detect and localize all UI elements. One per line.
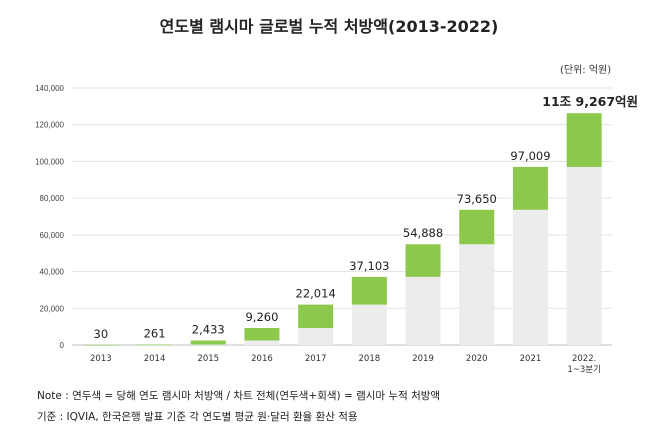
- x-tick-label: 2015: [197, 354, 219, 364]
- bar-segment-previous-cumulative: [512, 209, 548, 345]
- x-tick-label: 2018: [359, 354, 381, 364]
- unit-label: (단위: 억원): [560, 65, 612, 76]
- chart-title: 연도별 램시마 글로벌 누적 처방액(2013-2022): [159, 17, 499, 36]
- bar-segment-previous-cumulative: [298, 328, 334, 345]
- bar-segment-current-year: [405, 244, 441, 277]
- data-label: 30: [94, 327, 109, 341]
- bar-segment-previous-cumulative: [351, 304, 387, 345]
- bar-segment-current-year: [298, 304, 334, 329]
- x-tick-label: 2016: [251, 354, 273, 364]
- bar-segment-current-year: [459, 209, 495, 245]
- data-label: 54,888: [403, 226, 443, 240]
- bar-segment-current-year: [566, 113, 602, 167]
- data-label: 73,650: [457, 192, 497, 206]
- x-tick-label: 2017: [305, 354, 327, 364]
- bar-segment-current-year: [512, 166, 548, 210]
- note-legend: Note : 연두색 = 당해 연도 램시마 처방액 / 차트 전체(연두색+회…: [37, 390, 441, 402]
- data-label: 37,103: [349, 259, 389, 273]
- y-tick-label: 120,000: [35, 121, 64, 130]
- x-tick-label: 2013: [90, 354, 112, 364]
- bar-segment-previous-cumulative: [459, 244, 495, 345]
- x-tick-label: 2014: [144, 354, 166, 364]
- data-label: 2,433: [192, 323, 225, 337]
- data-label: 9,260: [245, 310, 278, 324]
- data-label: 97,009: [510, 149, 550, 163]
- x-tick-label: 1~3분기: [567, 365, 601, 375]
- bar-segment-current-year: [244, 328, 280, 341]
- note-source: 기준 : IQVIA, 한국은행 발표 기준 각 연도별 평균 원·달러 환율 …: [37, 411, 358, 423]
- x-tick-label: 2022.: [572, 354, 596, 364]
- y-tick-label: 100,000: [35, 157, 64, 166]
- bar-segment-current-year: [190, 340, 226, 345]
- x-tick-label: 2021: [520, 354, 542, 364]
- x-tick-label: 2019: [412, 354, 434, 364]
- data-label: 22,014: [296, 287, 336, 301]
- y-tick-label: 80,000: [40, 194, 65, 203]
- data-label: 261: [144, 327, 166, 341]
- bar-segment-previous-cumulative: [566, 166, 602, 345]
- bar-segment-current-year: [83, 344, 119, 346]
- bar-segment-previous-cumulative: [405, 276, 441, 345]
- y-tick-label: 20,000: [40, 304, 65, 313]
- bar-segment-previous-cumulative: [244, 340, 280, 345]
- data-label: 11조 9,267억원: [542, 94, 638, 109]
- bar-segment-current-year: [137, 344, 173, 346]
- y-tick-label: 40,000: [40, 268, 65, 277]
- y-tick-label: 60,000: [40, 231, 65, 240]
- y-tick-label: 0: [60, 341, 65, 350]
- x-tick-label: 2020: [466, 354, 488, 364]
- y-tick-label: 140,000: [35, 84, 64, 93]
- bar-segment-current-year: [351, 276, 387, 305]
